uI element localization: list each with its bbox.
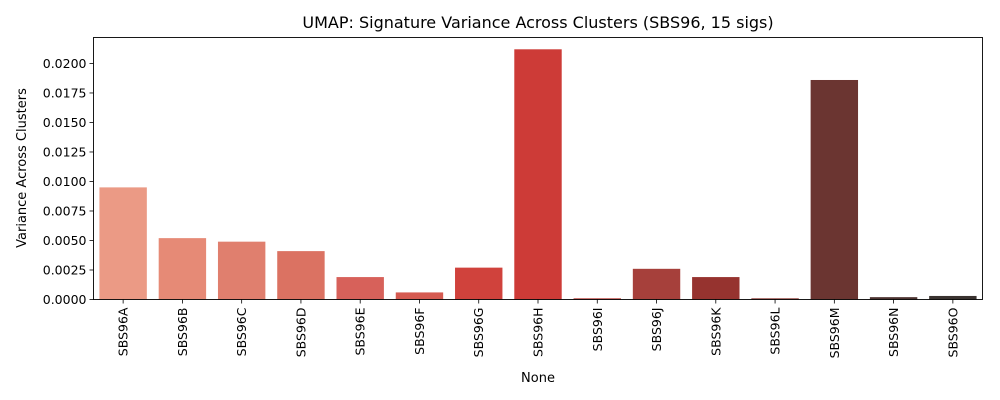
x-tick-label: SBS96I [590, 308, 605, 352]
x-tick-label: SBS96L [768, 307, 783, 354]
y-axis-label: Variance Across Clusters [15, 88, 30, 248]
y-tick-label: 0.0050 [43, 233, 87, 248]
bar-sbs96m [811, 80, 858, 300]
y-axis-ticks: 0.0000 0.0025 0.0050 0.0075 0.0100 0.0125 0.01… [43, 56, 94, 307]
bar-sbs96o [929, 296, 976, 300]
x-tick-label: SBS96N [886, 308, 901, 357]
x-tick-label: SBS96D [293, 308, 308, 358]
x-tick-label: SBS96O [945, 307, 960, 357]
bar-sbs96j [633, 269, 680, 300]
x-tick-label: SBS96B [175, 308, 190, 357]
y-tick-label: 0.0000 [43, 292, 87, 307]
y-tick-label: 0.0100 [43, 174, 87, 189]
x-axis-label: None [521, 371, 555, 386]
y-tick-label: 0.0025 [43, 262, 87, 277]
chart-title: UMAP: Signature Variance Across Clusters… [302, 13, 773, 32]
x-tick-label: SBS96H [531, 308, 546, 358]
bar-sbs96a [99, 187, 146, 299]
bar-sbs96c [218, 242, 265, 300]
y-tick-label: 0.0150 [43, 115, 87, 130]
bar-sbs96b [159, 238, 206, 299]
x-axis-ticks: SBS96A SBS96B SBS96C SBS96D SBS96E SBS96F SBS9… [116, 300, 961, 359]
y-tick-label: 0.0175 [43, 85, 87, 100]
bar-sbs96d [277, 251, 324, 299]
y-tick-label: 0.0125 [43, 144, 87, 159]
x-tick-label: SBS96M [827, 308, 842, 359]
x-tick-label: SBS96C [234, 307, 249, 356]
y-tick-label: 0.0075 [43, 203, 87, 218]
bar-sbs96f [396, 292, 443, 299]
x-tick-label: SBS96F [412, 308, 427, 355]
x-tick-label: SBS96K [708, 307, 723, 356]
x-tick-label: SBS96G [471, 308, 486, 358]
bars-group [99, 49, 976, 299]
bar-sbs96g [455, 268, 502, 300]
bar-sbs96e [336, 277, 383, 299]
x-tick-label: SBS96J [649, 308, 664, 352]
y-tick-label: 0.0200 [43, 56, 87, 71]
bar-sbs96h [514, 49, 561, 299]
bar-sbs96k [692, 277, 739, 299]
x-tick-label: SBS96E [353, 307, 368, 355]
x-tick-label: SBS96A [116, 307, 131, 356]
